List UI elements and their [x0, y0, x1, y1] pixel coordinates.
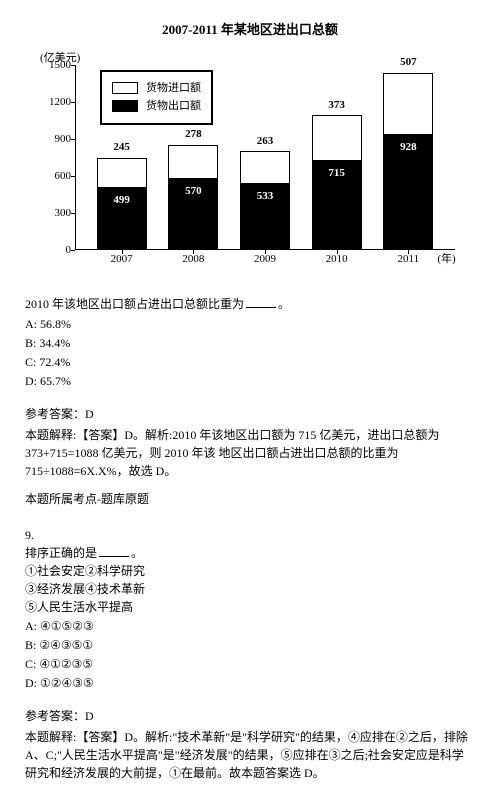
answer-label: 参考答案：D: [25, 707, 475, 725]
y-tick-label: 600: [43, 167, 71, 184]
bar-import-label: 245: [97, 139, 147, 156]
options: A: 56.8% B: 34.4% C: 72.4% D: 65.7%: [25, 315, 475, 390]
bar-import-label: 278: [168, 126, 218, 143]
option-a: A: 56.8%: [25, 315, 475, 333]
bar-import: [383, 73, 433, 136]
bar-import-label: 507: [383, 54, 433, 71]
bar-import: [240, 151, 290, 183]
source-note: 本题所属考点-题库原题: [25, 490, 475, 508]
blank: [99, 555, 129, 557]
stem-text-post: 。: [131, 546, 143, 560]
y-tick-mark: [71, 102, 75, 103]
answer-label: 参考答案：D: [25, 405, 475, 423]
y-tick-mark: [71, 176, 75, 177]
bar-import: [97, 158, 147, 188]
option-c: C: 72.4%: [25, 353, 475, 371]
y-tick-label: 0: [43, 241, 71, 258]
y-tick-mark: [71, 213, 75, 214]
option-d: D: 65.7%: [25, 372, 475, 390]
option-a: A: ④①⑤②③: [25, 617, 475, 635]
question-stem: 排序正确的是 。: [25, 544, 475, 562]
bar-export: 570: [168, 179, 218, 249]
option-b: B: 34.4%: [25, 334, 475, 352]
y-tick-label: 1500: [43, 56, 71, 73]
option-d: D: ①②④③⑤: [25, 674, 475, 692]
y-tick-label: 1200: [43, 93, 71, 110]
legend-item-import: 货物进口额: [112, 80, 201, 97]
options: A: ④①⑤②③ B: ②④③⑤① C: ④①②③⑤ D: ①②④③⑤: [25, 617, 475, 692]
x-tick-mark: [265, 250, 266, 254]
x-tick-mark: [408, 250, 409, 254]
question-number: 9.: [25, 526, 475, 544]
stem-text: 2010 年该地区出口额占进出口总额比重为: [25, 297, 244, 311]
bar-import: [312, 115, 362, 161]
explanation: 本题解释:【答案】D。解析:2010 年该地区出口额为 715 亿美元，进出口总…: [25, 426, 475, 480]
y-tick-label: 300: [43, 204, 71, 221]
chart-title: 2007-2011 年某地区进出口总额: [25, 20, 475, 40]
option-c: C: ④①②③⑤: [25, 655, 475, 673]
chart-legend: 货物进口额 货物出口额: [100, 70, 213, 125]
legend-swatch-export: [112, 100, 138, 112]
stem-item: ⑤人民生活水平提高: [25, 598, 475, 616]
y-tick-mark: [71, 250, 75, 251]
legend-label-export: 货物出口额: [146, 98, 201, 115]
bar-export: 499: [97, 188, 147, 250]
stem-item: ③经济发展④技术革新: [25, 580, 475, 598]
x-tick-mark: [337, 250, 338, 254]
x-tick-mark: [122, 250, 123, 254]
legend-label-import: 货物进口额: [146, 80, 201, 97]
bar-export: 928: [383, 135, 433, 249]
bar-export: 533: [240, 184, 290, 250]
y-tick-mark: [71, 139, 75, 140]
stem-text: 排序正确的是: [25, 546, 97, 560]
bar-import-label: 263: [240, 133, 290, 150]
bar-chart: (亿美元) 499245570278533263715373928507 货物进…: [25, 50, 475, 280]
x-tick-mark: [193, 250, 194, 254]
y-tick-label: 900: [43, 130, 71, 147]
option-b: B: ②④③⑤①: [25, 636, 475, 654]
legend-item-export: 货物出口额: [112, 98, 201, 115]
question-stem: 2010 年该地区出口额占进出口总额比重为 。: [25, 295, 475, 313]
y-tick-mark: [71, 65, 75, 66]
blank: [246, 306, 276, 308]
stem-item: ①社会安定②科学研究: [25, 562, 475, 580]
bar-export: 715: [312, 161, 362, 249]
x-axis-label: (年): [437, 251, 455, 268]
stem-text-post: 。: [278, 297, 290, 311]
explanation: 本题解释:【答案】D。解析:"技术革新"是"科学研究"的结果，④应排在②之后，排…: [25, 728, 475, 782]
legend-swatch-import: [112, 82, 138, 94]
bar-import-label: 373: [312, 97, 362, 114]
bar-import: [168, 145, 218, 179]
